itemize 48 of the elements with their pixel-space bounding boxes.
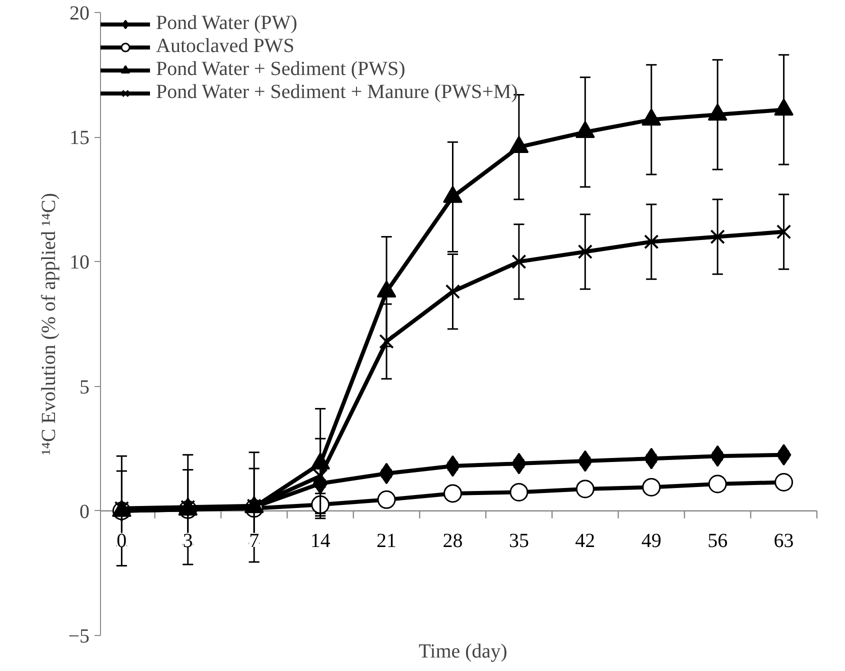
x-tick-label: 49 [641,530,662,552]
point [774,98,794,116]
point [510,482,528,502]
y-tick-label: 20 [70,2,90,24]
point [708,104,728,121]
legend-label: Pond Water + Sediment + Manure (PWS+M) [156,81,518,104]
legend-label: Pond Water + Sediment (PWS) [156,58,406,81]
point [644,448,659,470]
x-tick-label: 63 [774,530,794,552]
y-tick-label: 5 [80,376,90,398]
point [644,234,659,250]
x-tick-label: 35 [508,530,529,552]
point [509,136,529,154]
point [776,224,792,240]
point [642,478,661,496]
point [312,468,328,484]
x-tick-label: 56 [708,530,728,552]
legend-label: Pond Water (PW) [156,12,298,35]
y-tick-label: 15 [70,127,90,150]
x-tick-label: 3 [182,530,193,552]
y-tick-label: 0 [80,500,90,523]
y-tick-label: −5 [68,626,90,648]
point [642,108,662,126]
point [575,120,595,138]
point [578,244,593,260]
x-tick-label: 42 [575,530,596,552]
point [576,480,594,498]
point [379,334,394,349]
point [377,490,396,509]
x-tick-label: 7 [249,530,260,552]
x-tick-label: 21 [376,530,397,552]
point [710,229,725,244]
point [512,254,526,270]
y-axis-title: ¹⁴C Evolution (% of applied ¹⁴C) [38,192,60,456]
x-tick-label: 28 [442,530,463,552]
point [445,455,460,477]
point [776,444,792,466]
x-tick-label: 0 [116,530,127,552]
point [708,474,727,494]
point [443,484,462,503]
y-tick-label: 10 [70,252,90,274]
point [442,186,462,203]
point [445,284,460,299]
x-tick-label: 14 [310,530,330,552]
point [578,450,593,472]
point [774,473,794,492]
x-axis-title: Time (day) [418,640,508,662]
legend-label: Autoclaved PWS [156,35,294,58]
